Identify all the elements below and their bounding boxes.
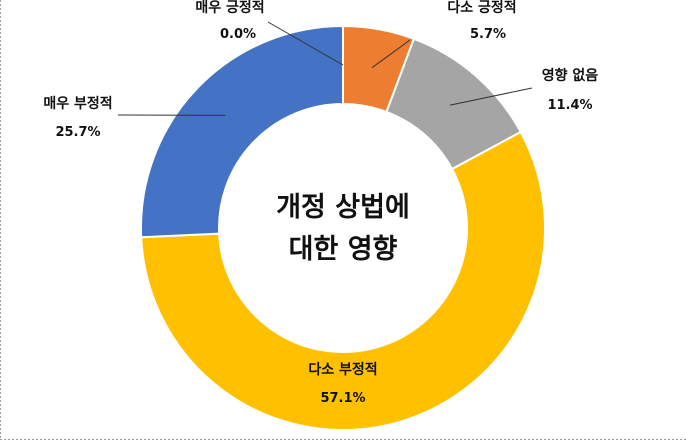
leader-line-0: [267, 21, 344, 66]
category-label-3: 다소 부정적: [308, 361, 377, 378]
leader-line-1: [371, 39, 411, 69]
value-label-1: 5.7%: [470, 27, 506, 42]
value-label-0: 0.0%: [220, 27, 256, 42]
category-label-1: 다소 긍정적: [447, 0, 516, 16]
category-label-2: 영향 없음: [542, 67, 599, 84]
category-label-4: 매우 부정적: [43, 95, 112, 112]
value-label-2: 11.4%: [547, 98, 592, 113]
category-label-0: 매우 긍정적: [195, 0, 264, 16]
center-label-line-2: 대한 영향: [289, 234, 398, 265]
leader-lines: [117, 21, 533, 116]
data-labels: 매우 긍정적 0.0% 다소 긍정적 5.7% 영향 없음 11.4% 다소 부정적 57.1…: [43, 0, 598, 406]
value-label-4: 25.7%: [55, 125, 100, 140]
value-label-3: 57.1%: [320, 391, 365, 406]
slice-4: [140, 24, 344, 239]
center-label-line-1: 개정 상법에: [276, 192, 410, 223]
leader-line-2: [450, 87, 533, 106]
slice-3: [140, 130, 546, 431]
